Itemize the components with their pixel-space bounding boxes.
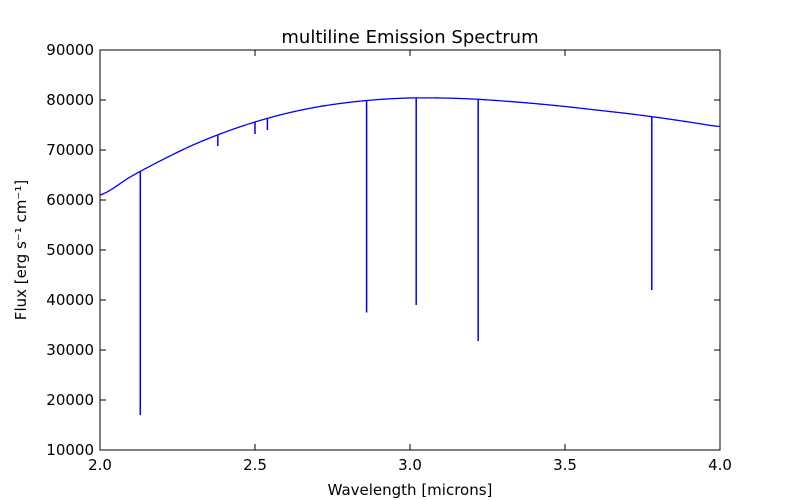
y-tick-label: 80000	[46, 91, 94, 109]
y-tick-label: 50000	[46, 241, 94, 259]
continuum-line	[100, 97, 720, 196]
plot-frame	[99, 49, 721, 451]
y-tick-label: 90000	[46, 41, 94, 59]
x-tick-label: 2.0	[88, 456, 112, 474]
y-tick-label: 60000	[46, 191, 94, 209]
y-tick-label: 40000	[46, 291, 94, 309]
y-tick-label: 30000	[46, 341, 94, 359]
x-axis-label: Wavelength [microns]	[328, 481, 493, 499]
x-tick-label: 4.0	[708, 456, 732, 474]
y-tick-label: 20000	[46, 391, 94, 409]
x-tick-label: 3.0	[398, 456, 422, 474]
plot-area: 2.0 2.5 3.0 3.5 4.0 10000 20000 30000 40000 50000…	[46, 41, 732, 474]
chart-title: multiline Emission Spectrum	[281, 27, 538, 48]
y-tick-label: 70000	[46, 141, 94, 159]
x-tick-label: 3.5	[553, 456, 577, 474]
y-axis-label: Flux [erg s⁻¹ cm⁻¹]	[12, 180, 30, 320]
x-tick-label: 2.5	[243, 456, 267, 474]
y-tick-label: 10000	[46, 441, 94, 459]
